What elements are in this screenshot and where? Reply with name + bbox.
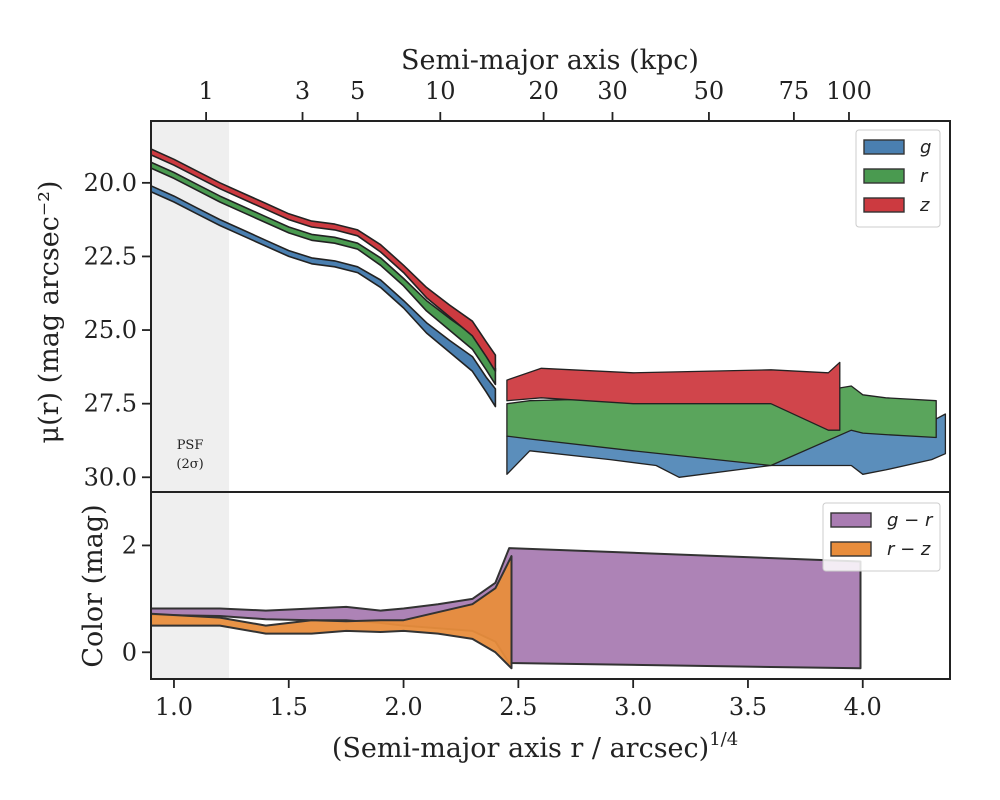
- legend-bands: grz: [855, 129, 941, 228]
- y-tick-label: 25.0: [84, 316, 137, 344]
- color-legend-swatch: [830, 512, 872, 528]
- x-axis-title: (Semi-major axis r / arcsec)1/4: [332, 729, 738, 764]
- color-y-axis-ticks: 02: [122, 531, 151, 666]
- y-tick-label: 27.5: [84, 390, 137, 418]
- color-legend-swatch: [830, 541, 872, 557]
- color-profile-panel: 02 1.0 1.5 2.0 2.5 3.0 3.5 4.0 Color (mag) (Se…: [78, 492, 941, 764]
- top-x-tick-label: 20: [528, 77, 559, 105]
- x-tick-label: 3.0: [614, 693, 652, 721]
- color-y-axis-title: Color (mag): [78, 504, 109, 667]
- psf-shaded-region: [151, 121, 230, 492]
- band-z: [151, 148, 497, 373]
- x-tick-label: 3.5: [729, 693, 767, 721]
- psf-shaded-region-color: [151, 492, 230, 679]
- x-axis-ticks: 1.0 1.5 2.0 2.5 3.0 3.5 4.0: [155, 679, 882, 721]
- band-legend-label: g: [920, 137, 931, 158]
- psf-label: PSF: [177, 438, 204, 453]
- band-outer-z: [506, 361, 841, 431]
- top-x-tick-label: 75: [779, 77, 810, 105]
- psf-sigma-label: (2σ): [176, 457, 203, 472]
- x-tick-label: 4.0: [844, 693, 882, 721]
- color-legend-label: g − r: [887, 510, 934, 531]
- color-y-tick-label: 0: [122, 638, 137, 666]
- top-x-tick-label: 50: [694, 77, 725, 105]
- legend-colors: g − r r − z: [822, 502, 941, 572]
- top-x-tick-label: 30: [597, 77, 628, 105]
- y-tick-label: 22.5: [84, 242, 137, 270]
- top-x-tick-label: 1: [198, 77, 213, 105]
- y-tick-label: 20.0: [84, 169, 137, 197]
- top-axis-title: Semi-major axis (kpc): [401, 45, 699, 76]
- y-axis-ticks: 20.0 22.5 25.0 27.5 30.0: [84, 169, 151, 491]
- y-axis-title: μ(r) (mag arcsec⁻²): [34, 181, 65, 444]
- color-legend-label: r − z: [887, 539, 931, 560]
- color-series: [151, 547, 862, 670]
- x-axis-title-exponent: 1/4: [709, 729, 738, 750]
- top-x-tick-label: 100: [826, 77, 872, 105]
- top-x-axis-ticks: 1 3 5 10 20 30 50 75 100: [198, 77, 872, 121]
- color-y-tick-label: 2: [122, 531, 137, 559]
- band-g: [151, 185, 497, 408]
- surface-brightness-series: [151, 148, 947, 478]
- x-tick-label: 1.5: [270, 693, 308, 721]
- y-tick-label: 30.0: [84, 463, 137, 491]
- bottom-panel-frame: [150, 491, 951, 680]
- x-tick-label: 2.5: [499, 693, 537, 721]
- color-band-r−z: [151, 555, 513, 670]
- top-x-tick-label: 10: [425, 77, 456, 105]
- band-legend-label: r: [920, 166, 929, 187]
- top-x-tick-label: 3: [295, 77, 310, 105]
- x-tick-label: 2.0: [384, 693, 422, 721]
- band-legend-swatch: [863, 168, 905, 184]
- band-legend-swatch: [863, 139, 905, 155]
- band-legend-swatch: [863, 197, 905, 213]
- top-x-tick-label: 5: [350, 77, 365, 105]
- band-r: [151, 161, 497, 386]
- band-legend-label: z: [919, 195, 930, 216]
- x-tick-label: 1.0: [155, 693, 193, 721]
- surface-brightness-panel: PSF (2σ) 20.0 22.5 25.0 27.5 30.0 1 3 5 10 20 30 5…: [34, 45, 947, 492]
- x-axis-title-text: (Semi-major axis r / arcsec): [332, 733, 709, 764]
